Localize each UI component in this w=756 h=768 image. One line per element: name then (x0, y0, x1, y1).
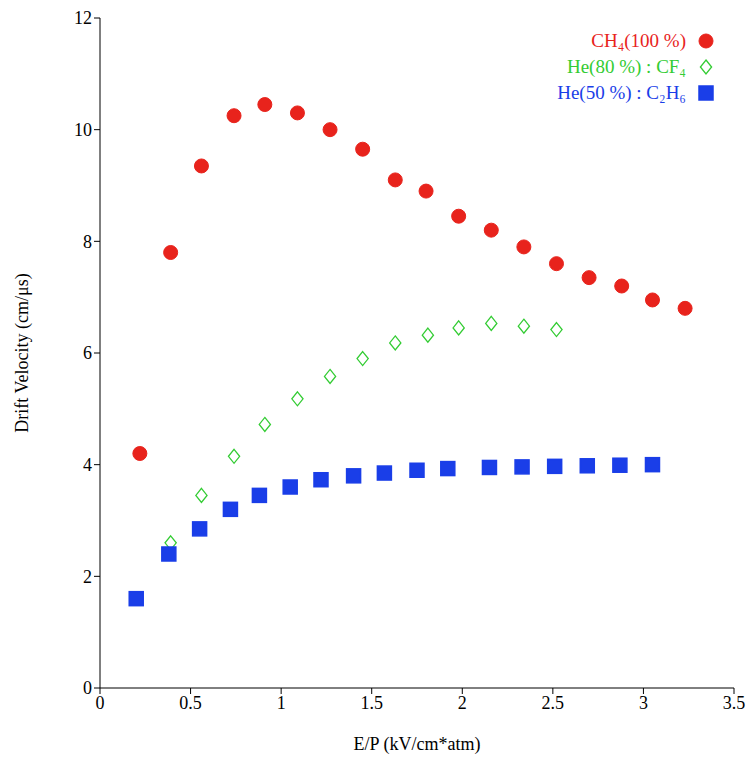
svg-text:0: 0 (83, 678, 92, 698)
svg-text:1.5: 1.5 (360, 693, 383, 713)
html-text:CH₄(100 %): CH₄(100 %) (591, 30, 686, 51)
svg-text:1: 1 (277, 693, 286, 713)
svg-text:10: 10 (74, 120, 92, 140)
svg-text:2: 2 (83, 567, 92, 587)
svg-text:6: 6 (83, 343, 92, 363)
svg-text:12: 12 (74, 8, 92, 28)
svg-text:E/P (kV/cm*atm): E/P (kV/cm*atm) (354, 734, 481, 755)
svg-text:0: 0 (96, 693, 105, 713)
html-text:He(80 %) : CF₄: He(80 %) : CF₄ (567, 56, 686, 77)
svg-text:8: 8 (83, 232, 92, 252)
svg-text:3: 3 (639, 693, 648, 713)
svg-text:4: 4 (83, 455, 92, 475)
svg-text:Drift Velocity (cm/μs): Drift Velocity (cm/μs) (12, 273, 33, 432)
svg-text:0.5: 0.5 (179, 693, 202, 713)
svg-text:3.5: 3.5 (723, 693, 746, 713)
svg-text:2: 2 (458, 693, 467, 713)
svg-text:2.5: 2.5 (542, 693, 565, 713)
html-text:He(50 %) : C₂H₆: He(50 %) : C₂H₆ (557, 82, 686, 103)
